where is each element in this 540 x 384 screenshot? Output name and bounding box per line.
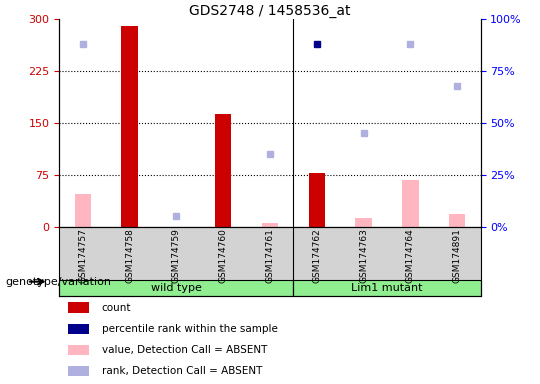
Text: count: count [102, 303, 131, 313]
Bar [215, 114, 232, 227]
Bar [68, 366, 89, 376]
Text: GSM174764: GSM174764 [406, 228, 415, 283]
Bar [68, 303, 89, 313]
Text: GSM174758: GSM174758 [125, 228, 134, 283]
Bar [309, 173, 325, 227]
Text: GSM174891: GSM174891 [453, 228, 462, 283]
Text: value, Detection Call = ABSENT: value, Detection Call = ABSENT [102, 345, 267, 355]
Text: percentile rank within the sample: percentile rank within the sample [102, 324, 278, 334]
Text: Lim1 mutant: Lim1 mutant [351, 283, 423, 293]
FancyBboxPatch shape [293, 280, 481, 296]
Bar [262, 223, 278, 227]
Text: GSM174761: GSM174761 [266, 228, 274, 283]
Text: GSM174757: GSM174757 [78, 228, 87, 283]
FancyBboxPatch shape [59, 280, 293, 296]
Text: genotype/variation: genotype/variation [5, 277, 111, 287]
Text: GSM174759: GSM174759 [172, 228, 181, 283]
Bar [402, 180, 418, 227]
Title: GDS2748 / 1458536_at: GDS2748 / 1458536_at [189, 4, 351, 18]
Bar [75, 194, 91, 227]
Text: rank, Detection Call = ABSENT: rank, Detection Call = ABSENT [102, 366, 262, 376]
Bar [449, 214, 465, 227]
Text: GSM174760: GSM174760 [219, 228, 228, 283]
Text: wild type: wild type [151, 283, 202, 293]
Text: GSM174762: GSM174762 [312, 228, 321, 283]
Bar [68, 324, 89, 334]
Text: GSM174763: GSM174763 [359, 228, 368, 283]
Bar [122, 26, 138, 227]
Bar [355, 218, 372, 227]
Bar [68, 345, 89, 355]
